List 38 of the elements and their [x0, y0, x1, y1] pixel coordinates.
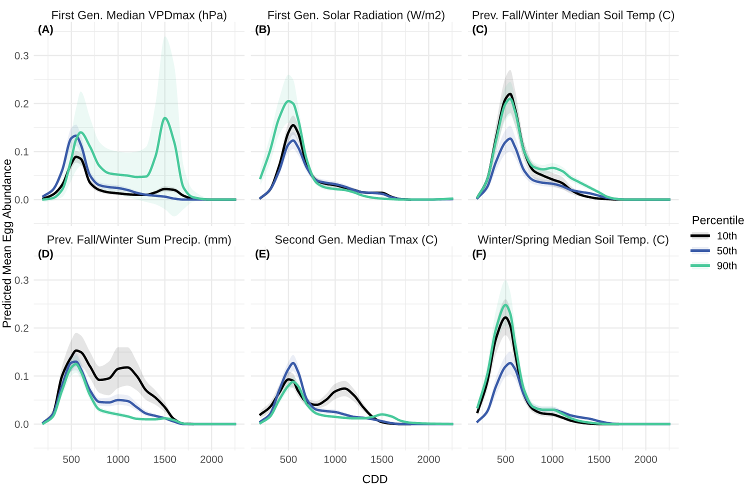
legend-label: 10th — [718, 232, 736, 240]
y-tick-label: 0.0 — [14, 196, 28, 204]
y-tick-label: 0.3 — [14, 52, 28, 60]
chart-subtitle: (D) — [38, 249, 53, 260]
x-tick-label: 1500 — [154, 456, 176, 463]
legend-title: Percentile — [692, 216, 744, 224]
chart-title: Winter/Spring Median Soil Temp. (C) — [478, 235, 668, 246]
x-tick-label: 500 — [497, 456, 514, 463]
x-tick-label: 1000 — [324, 456, 346, 463]
chart-subtitle: (B) — [256, 24, 270, 36]
y-tick-label: 0.1 — [14, 372, 28, 380]
x-axis-title: CDD — [362, 474, 388, 484]
x-tick-label: 2000 — [200, 456, 223, 463]
y-tick-label: 0.2 — [14, 324, 28, 332]
x-tick-label: 500 — [280, 456, 297, 463]
x-tick-label: 1500 — [371, 456, 394, 463]
chart-subtitle: (A) — [38, 24, 53, 36]
y-tick-label: 0.2 — [14, 100, 28, 108]
chart-title: Second Gen. Median Tmax (C) — [275, 235, 438, 246]
x-tick-label: 2000 — [418, 456, 440, 463]
x-tick-label: 500 — [63, 456, 80, 463]
y-tick-label: 0.3 — [14, 276, 28, 284]
chart-title: Prev. Fall/Winter Sum Precip. (mm) — [48, 235, 231, 246]
y-axis-title: Predicted Mean Egg Abundance — [2, 159, 14, 328]
chart-subtitle: (F) — [472, 249, 486, 260]
y-tick-label: 0.0 — [14, 420, 28, 428]
x-tick-label: 1000 — [542, 456, 564, 463]
x-tick-label: 2000 — [634, 456, 657, 463]
chart-title: First Gen. Solar Radiation (W/m2) — [268, 10, 444, 22]
chart-subtitle: (E) — [256, 249, 270, 260]
chart-title: Prev. Fall/Winter Median Soil Temp (C) — [472, 10, 674, 22]
legend-label: 90th — [717, 262, 736, 270]
y-tick-label: 0.1 — [14, 148, 28, 156]
x-tick-label: 1000 — [107, 456, 130, 463]
x-tick-label: 1500 — [588, 456, 610, 463]
chart-title: First Gen. Median VPDmax (hPa) — [52, 10, 226, 22]
legend-label: 50th — [717, 246, 736, 254]
chart-subtitle: (C) — [472, 24, 488, 36]
